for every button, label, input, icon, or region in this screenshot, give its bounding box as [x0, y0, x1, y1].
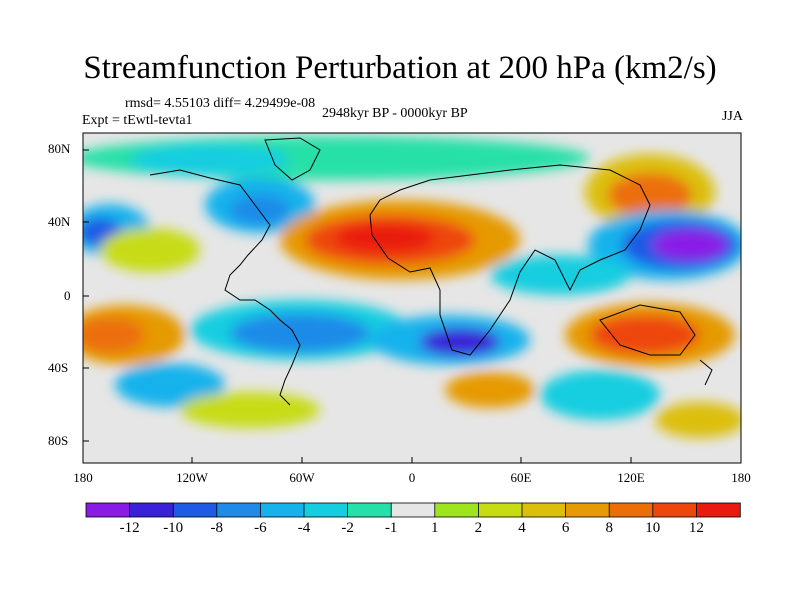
colorbar-label: 8	[605, 520, 613, 536]
lon-label-120w: 120W	[176, 470, 208, 485]
period-label: 2948kyr BP - 0000kyr BP	[322, 106, 468, 121]
lon-label-180e: 180	[731, 470, 751, 485]
colorbar-label: 6	[561, 520, 570, 536]
colorbar-swatch	[434, 502, 480, 518]
contour-fields	[83, 136, 741, 438]
season-label: JJA	[721, 109, 743, 124]
colorbar-label: -4	[297, 520, 311, 536]
colorbar-label: 2	[474, 520, 483, 536]
colorbar-swatch	[216, 502, 262, 518]
colorbar-swatch	[608, 502, 654, 518]
coastlines	[149, 137, 713, 406]
lon-label-120e: 120E	[617, 470, 645, 485]
stats-label: rmsd= 4.55103 diff= 4.29499e-08	[125, 96, 316, 111]
colorbar-swatch	[303, 502, 349, 518]
lat-label-80n: 80N	[48, 141, 71, 156]
colorbar-label: 1	[431, 520, 439, 536]
lon-label-0: 0	[408, 470, 416, 485]
colorbar-label: -10	[163, 520, 184, 536]
colorbar-label: -2	[341, 520, 354, 536]
map-title: Streamfunction Perturbation at 200 hPa (…	[83, 50, 717, 86]
colorbar-label: 10	[645, 520, 661, 536]
colorbar-label: -8	[210, 520, 224, 536]
colorbar-label: -6	[254, 520, 267, 536]
lat-label-80s: 80S	[48, 433, 69, 448]
colorbar-swatch	[347, 502, 392, 518]
colorbar-swatch	[129, 502, 174, 518]
colorbar-label: 12	[688, 520, 704, 536]
colorbar-swatch	[172, 502, 218, 518]
colorbar-swatch	[259, 502, 305, 518]
colorbar-label: -12	[119, 520, 140, 536]
map-plot-area	[83, 133, 741, 463]
colorbar-label: -1	[384, 520, 398, 536]
lat-label-40n: 40N	[48, 214, 71, 229]
colorbar-swatch	[652, 502, 698, 518]
colorbar	[85, 502, 741, 518]
lon-label-180w: 180	[73, 470, 93, 485]
axis-ticks	[83, 149, 632, 463]
lon-label-60w: 60W	[289, 470, 315, 485]
lat-label-0: 0	[64, 288, 71, 303]
colorbar-swatch	[390, 502, 436, 518]
experiment-label: Expt = tEwtl-tevta1	[82, 113, 193, 128]
colorbar-label: 4	[518, 520, 526, 536]
colorbar-swatch	[565, 502, 610, 518]
colorbar-swatch	[477, 502, 523, 518]
lat-label-40s: 40S	[48, 360, 69, 375]
colorbar-swatch	[85, 502, 131, 518]
lon-label-60e: 60E	[510, 470, 532, 485]
colorbar-swatch	[696, 502, 741, 518]
colorbar-swatch	[521, 502, 567, 518]
